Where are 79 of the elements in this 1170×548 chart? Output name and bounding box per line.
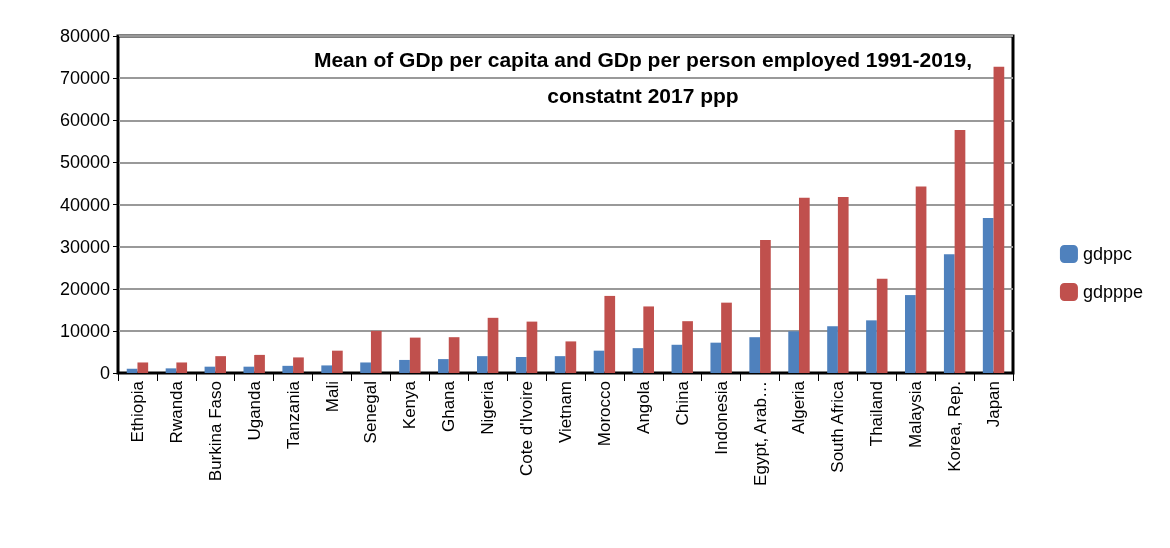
y-tick-label: 70000 [59, 68, 110, 89]
bar [915, 186, 927, 373]
bar [954, 129, 966, 373]
bar [593, 350, 605, 373]
bar [254, 354, 265, 373]
x-tick-label: Ethiopia [127, 380, 147, 443]
bar [215, 356, 226, 373]
legend-label: gdpppe [1082, 282, 1144, 302]
x-tick-label: Cote d'Ivoire [517, 381, 537, 476]
x-tick-label: Algeria [789, 380, 809, 434]
bar [837, 196, 849, 373]
y-tick-label: 50000 [59, 152, 110, 173]
bar [526, 321, 538, 373]
bar [360, 362, 371, 373]
x-tick-label: Indonesia [711, 380, 731, 455]
bar [876, 278, 888, 373]
y-tick-label: 20000 [59, 278, 110, 299]
y-tick-label: 30000 [59, 236, 110, 257]
bar [399, 359, 410, 373]
bar [165, 368, 177, 373]
y-tick-label: 0 [99, 363, 110, 383]
y-tick-label: 40000 [59, 194, 110, 215]
y-tick-label: 80000 [59, 26, 110, 46]
bar [682, 321, 693, 373]
bar [632, 348, 644, 373]
bar [293, 357, 304, 373]
bar [476, 356, 488, 373]
x-tick-label: Morocco [594, 381, 614, 447]
bar [282, 365, 294, 373]
x-tick-label: Kenya [400, 380, 420, 430]
bar [760, 239, 771, 373]
x-tick-label: Tanzania [283, 380, 303, 450]
bar [710, 342, 722, 373]
bar [176, 362, 188, 373]
x-tick-label: Korea, Rep. [945, 381, 965, 472]
legend-label: gdppc [1082, 244, 1132, 264]
x-tick-label: Malaysia [906, 380, 926, 449]
x-tick-label: Nigeria [478, 380, 498, 435]
x-tick-label: Vietnam [556, 381, 575, 444]
bar [798, 197, 810, 373]
bar [332, 350, 343, 373]
bar [604, 295, 616, 373]
bar [671, 344, 683, 373]
y-tick-label: 60000 [59, 110, 110, 131]
bar [137, 362, 149, 373]
bar [243, 366, 255, 373]
bar [554, 356, 566, 373]
x-tick-label: China [672, 380, 692, 426]
bar [982, 217, 994, 373]
bar [515, 356, 527, 373]
bar [993, 66, 1005, 373]
x-tick-label: Ghana [439, 380, 459, 433]
bar [448, 337, 460, 373]
bar [643, 306, 655, 373]
bar [943, 254, 955, 373]
x-tick-label: Senegal [361, 381, 381, 444]
bar [409, 337, 421, 373]
y-tick-label: 10000 [59, 320, 110, 341]
x-tick-label: Japan [984, 381, 1004, 428]
bar [370, 330, 382, 373]
bar [905, 295, 916, 373]
x-tick-label: Mali [322, 381, 342, 413]
bar [565, 341, 577, 373]
bar [827, 326, 838, 373]
x-tick-label: Egypt, Arab… [750, 381, 770, 486]
bar [749, 337, 761, 373]
x-tick-label: South Africa [828, 380, 848, 473]
x-tick-label: Rwanda [166, 380, 186, 444]
bar [866, 320, 877, 373]
bar [321, 365, 333, 373]
x-tick-label: Uganda [244, 380, 264, 441]
x-tick-label: Thailand [867, 381, 887, 447]
x-tick-label: Angola [633, 380, 653, 434]
bar [788, 331, 799, 373]
bar [438, 359, 449, 373]
x-tick-label: Burkina Faso [205, 381, 225, 482]
bar [487, 317, 499, 373]
bar [721, 302, 732, 373]
text: Mean of GDp per capita and GDp per person employed 1991-2019, constatnt 2017 ppp [313, 47, 973, 107]
